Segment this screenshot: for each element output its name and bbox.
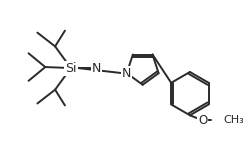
Text: N: N (92, 61, 101, 75)
Text: N: N (122, 67, 131, 80)
Text: CH₃: CH₃ (223, 115, 244, 125)
Text: Si: Si (65, 61, 77, 75)
Text: O: O (198, 114, 207, 127)
